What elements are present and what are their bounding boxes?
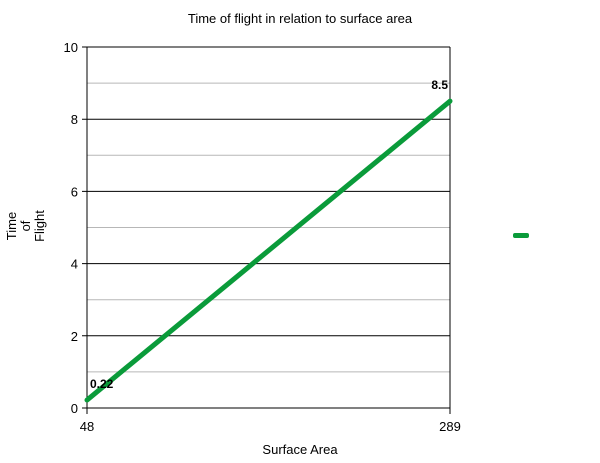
x-axis-label: Surface Area [262,442,338,457]
y-axis-label-line: Time [6,212,19,240]
x-tick-label: 48 [80,419,94,434]
data-label: 8.5 [431,78,448,92]
y-axis-label-line: Flight [32,210,47,242]
data-labels: 0.22 8.5 [90,78,448,391]
y-tick-label: 0 [71,401,78,416]
legend-series-marker [513,233,529,238]
y-tick-label: 2 [71,329,78,344]
y-tick-label: 10 [64,40,78,55]
axes: 0 2 4 6 8 10 48 289 [64,40,461,434]
gridlines [82,46,450,409]
y-axis-label: Time of Flight [4,206,66,246]
y-tick-label: 8 [71,112,78,127]
series-line [84,98,453,403]
series-line [84,98,453,403]
y-tick-label: 4 [71,257,78,272]
data-label: 0.22 [90,377,114,391]
y-tick-label: 6 [71,184,78,199]
x-tick-label: 289 [439,419,461,434]
chart-title: Time of flight in relation to surface ar… [187,11,413,26]
y-axis-label-line: of [18,220,33,231]
